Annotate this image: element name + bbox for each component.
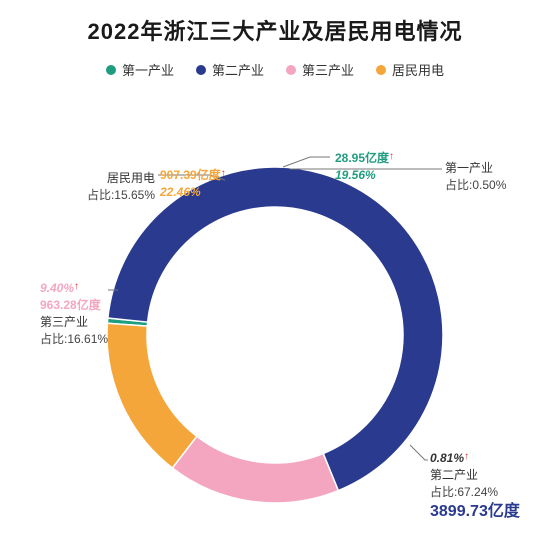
resident-name: 居民用电 [65,170,155,187]
page-title: 2022年浙江三大产业及居民用电情况 [0,14,550,46]
swatch-resident [376,65,386,75]
secondary-share: 占比:67.24% [430,484,520,501]
primary-share: 占比:0.50% [445,177,506,194]
primary-value: 28.95亿度 [335,151,389,165]
donut-chart: 28.95亿度↑ 19.56% 第一产业 占比:0.50% 0.81%↑ 第二产… [0,125,550,535]
resident-share: 占比:15.65% [65,187,155,204]
swatch-secondary [196,65,206,75]
up-arrow-icon: ↑ [464,451,469,462]
swatch-primary [106,65,116,75]
legend-label: 第二产业 [212,60,264,79]
secondary-value: 3899.73亿度 [430,503,520,520]
legend-item-primary: 第一产业 [106,60,174,79]
legend-label: 居民用电 [392,60,444,79]
primary-name: 第一产业 [445,160,506,177]
legend-item-secondary: 第二产业 [196,60,264,79]
secondary-growth: 0.81% [430,451,464,465]
tertiary-name: 第三产业 [40,314,108,331]
tertiary-value: 963.28亿度 [40,298,101,312]
legend: 第一产业 第二产业 第三产业 居民用电 [0,60,550,79]
legend-item-resident: 居民用电 [376,60,444,79]
annotation-primary: 28.95亿度↑ 19.56% [335,150,394,184]
tertiary-growth: 9.40% [40,281,74,295]
tertiary-share: 占比:16.61% [40,331,108,348]
up-arrow-icon: ↑ [74,281,79,292]
resident-value: 907.39亿度 [160,168,221,182]
legend-item-tertiary: 第三产业 [286,60,354,79]
legend-label: 第一产业 [122,60,174,79]
annotation-primary-name: 第一产业 占比:0.50% [445,160,506,194]
up-arrow-icon: ↑ [221,168,226,179]
annotation-secondary: 0.81%↑ 第二产业 占比:67.24% 3899.73亿度 [430,450,520,523]
resident-growth: 22.46% [160,185,201,199]
annotation-resident-right: 907.39亿度↑ 22.46% [160,167,226,201]
secondary-name: 第二产业 [430,467,520,484]
legend-label: 第三产业 [302,60,354,79]
primary-growth: 19.56% [335,168,376,182]
annotation-tertiary: 9.40%↑ 963.28亿度 第三产业 占比:16.61% [40,280,108,347]
up-arrow-icon: ↑ [389,151,394,162]
annotation-resident-left: 居民用电 占比:15.65% [65,170,155,204]
swatch-tertiary [286,65,296,75]
